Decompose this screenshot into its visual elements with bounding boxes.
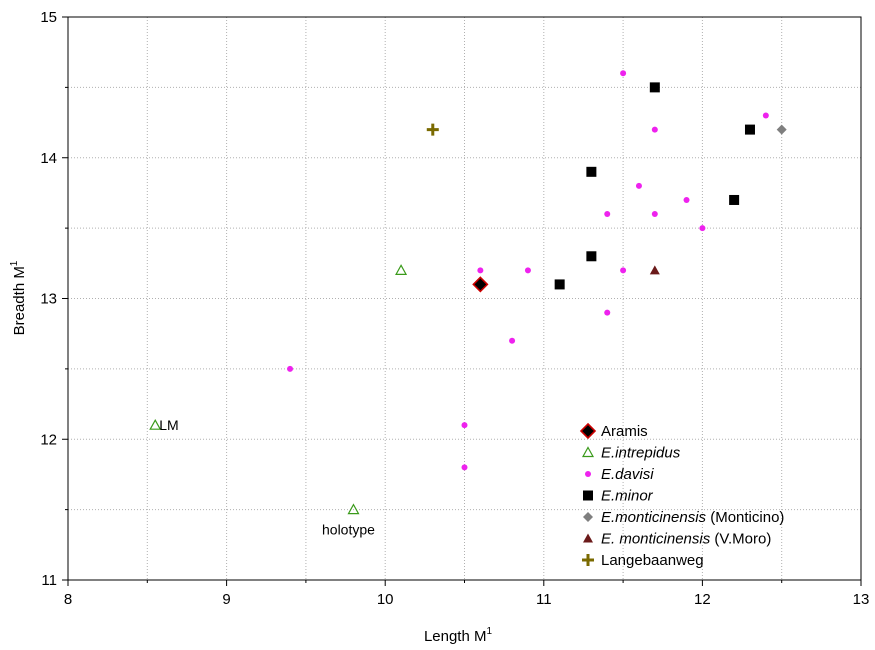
point-annotation: LM bbox=[159, 417, 178, 433]
data-point bbox=[776, 124, 787, 135]
y-tick-label: 14 bbox=[40, 150, 57, 167]
x-axis-title-superscript: 1 bbox=[486, 626, 492, 637]
data-point bbox=[762, 112, 769, 119]
data-point bbox=[651, 211, 658, 218]
data-point bbox=[699, 225, 706, 232]
data-point bbox=[509, 337, 516, 344]
y-tick-label: 11 bbox=[41, 572, 57, 589]
legend-marker bbox=[579, 422, 597, 440]
legend-marker bbox=[582, 554, 594, 566]
data-point bbox=[461, 464, 468, 471]
legend-label-species: E.monticinensis bbox=[601, 509, 707, 526]
x-tick-label: 9 bbox=[222, 591, 230, 608]
annotations: LM holotype bbox=[159, 417, 375, 537]
data-point bbox=[426, 123, 439, 136]
data-point bbox=[604, 309, 611, 316]
grid-lines bbox=[68, 17, 861, 580]
point-annotation: holotype bbox=[322, 522, 375, 538]
data-point bbox=[524, 267, 531, 274]
data-point bbox=[347, 503, 360, 515]
data-point bbox=[620, 267, 627, 274]
axis-ticks: 8 9 10 11 12 13 11 12 13 14 15 bbox=[40, 9, 869, 608]
legend-label-species: E.davisi bbox=[601, 466, 654, 483]
data-point bbox=[461, 422, 468, 429]
data-points bbox=[149, 70, 787, 515]
data-point bbox=[651, 126, 658, 133]
legend-marker bbox=[581, 446, 595, 458]
legend-label: E.monticinensis (Monticino) bbox=[601, 509, 784, 526]
data-point bbox=[586, 166, 597, 177]
legend-label-text: Langebaanweg bbox=[601, 552, 704, 569]
data-point bbox=[744, 124, 755, 135]
legend-label: Aramis bbox=[601, 423, 648, 440]
y-axis-title: Breadth M1 bbox=[9, 260, 28, 335]
x-axis-title: Length M1 bbox=[424, 626, 493, 645]
y-axis-title-superscript: 1 bbox=[9, 260, 20, 266]
legend-label-species: E.intrepidus bbox=[601, 445, 681, 462]
legend-label: Langebaanweg bbox=[601, 552, 704, 569]
y-tick-label: 12 bbox=[40, 431, 57, 448]
legend-marker bbox=[583, 512, 593, 522]
data-point bbox=[287, 365, 294, 372]
data-point bbox=[649, 265, 660, 275]
x-tick-label: 10 bbox=[377, 591, 394, 608]
legend-label: E.davisi bbox=[601, 466, 654, 483]
data-point bbox=[472, 276, 489, 293]
legend: Aramis E.intrepidus E.davisi E.minor E.monti… bbox=[579, 422, 784, 569]
data-point bbox=[395, 264, 408, 275]
data-point bbox=[649, 82, 660, 93]
data-point bbox=[604, 211, 611, 218]
legend-label: E.minor bbox=[601, 488, 654, 505]
y-tick-label: 15 bbox=[40, 9, 57, 26]
legend-marker bbox=[585, 471, 591, 477]
legend-marker bbox=[583, 533, 593, 543]
legend-label-text: Aramis bbox=[601, 423, 648, 440]
data-point bbox=[554, 279, 565, 290]
legend-marker bbox=[583, 490, 593, 501]
legend-label-species: E.minor bbox=[601, 488, 654, 505]
x-tick-label: 13 bbox=[853, 591, 870, 608]
data-point bbox=[477, 267, 484, 274]
legend-label-suffix: (Monticino) bbox=[706, 509, 784, 526]
legend-label-species: E. monticinensis bbox=[601, 531, 711, 548]
legend-label-suffix: (V.Moro) bbox=[710, 531, 771, 548]
x-tick-label: 11 bbox=[536, 591, 552, 608]
legend-label: E. monticinensis (V.Moro) bbox=[601, 531, 771, 548]
legend-label: E.intrepidus bbox=[601, 445, 681, 462]
x-tick-label: 12 bbox=[694, 591, 711, 608]
data-point bbox=[729, 194, 740, 205]
data-point bbox=[149, 418, 162, 430]
y-tick-label: 13 bbox=[40, 291, 57, 308]
data-point bbox=[620, 70, 627, 77]
data-point bbox=[635, 182, 642, 189]
x-tick-label: 8 bbox=[64, 591, 72, 608]
data-point bbox=[683, 196, 690, 203]
data-point bbox=[586, 251, 597, 262]
